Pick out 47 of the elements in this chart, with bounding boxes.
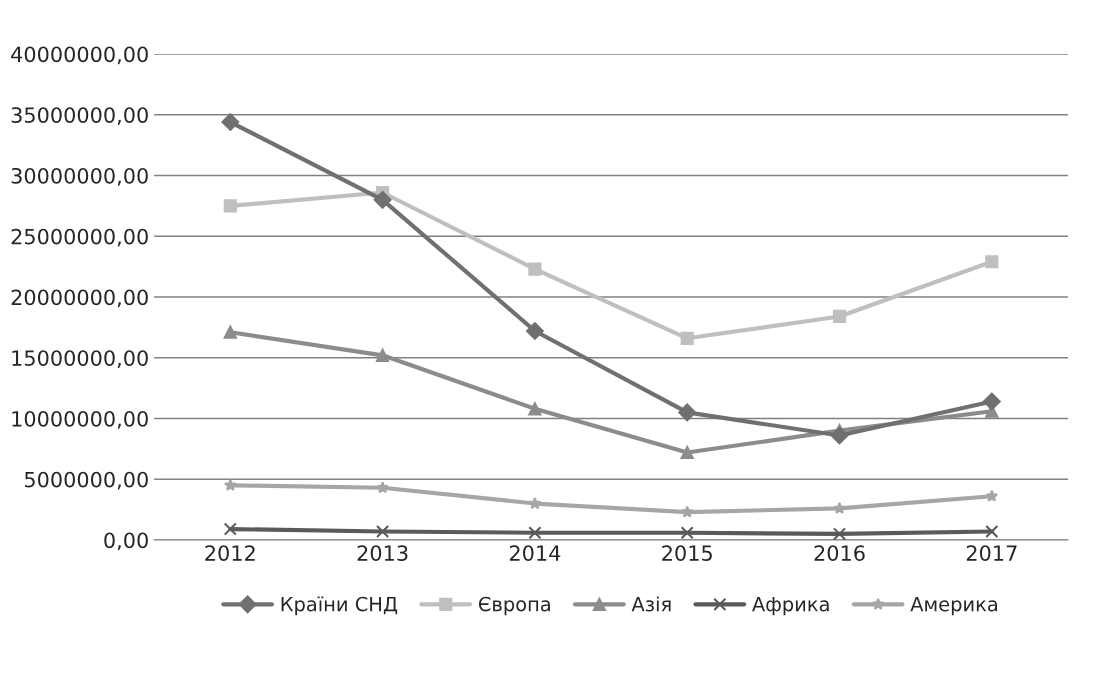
point xyxy=(528,402,542,416)
point xyxy=(832,309,847,324)
point xyxy=(528,262,542,276)
x-tick-label: 2017 xyxy=(966,545,1017,561)
x-tick-label: 2013 xyxy=(357,545,408,561)
y-tick-label: 25000000,00 xyxy=(11,228,148,247)
point xyxy=(528,496,542,510)
y-tick-label: 15000000,00 xyxy=(12,350,148,369)
point xyxy=(376,524,390,539)
point xyxy=(680,526,694,540)
legend-label: Азія xyxy=(631,596,671,612)
point xyxy=(678,403,697,422)
point xyxy=(528,526,542,540)
y-tick-label: 30000000,00 xyxy=(11,167,148,186)
y-tick-label: 0,00 xyxy=(104,532,148,551)
y-tick-label: 5000000,00 xyxy=(24,471,148,490)
point xyxy=(982,392,1001,411)
point xyxy=(223,199,237,213)
point xyxy=(376,348,390,362)
point xyxy=(223,522,237,536)
point xyxy=(376,481,389,494)
x-tick-label: 2014 xyxy=(509,545,561,561)
x-tick-label: 2016 xyxy=(814,545,865,561)
point xyxy=(832,527,847,540)
legend-label: Америка xyxy=(910,596,998,616)
point xyxy=(985,524,999,539)
point xyxy=(985,489,999,502)
point xyxy=(830,426,849,445)
point xyxy=(680,505,694,518)
point xyxy=(833,501,846,514)
x-tick-label: 2012 xyxy=(205,545,255,561)
y-tick-label: 10000000,00 xyxy=(12,410,148,429)
point xyxy=(680,331,694,345)
y-tick-label: 35000000,00 xyxy=(11,107,148,126)
x-tick-label: 2015 xyxy=(662,545,712,561)
point xyxy=(223,478,237,491)
y-tick-label: 40000000,00 xyxy=(11,46,148,65)
legend-label: Африка xyxy=(752,596,829,616)
point xyxy=(526,322,544,340)
point xyxy=(373,190,392,209)
y-tick-label: 20000000,00 xyxy=(11,289,148,308)
legend-label: Країни СНД xyxy=(281,596,398,616)
point xyxy=(680,445,694,460)
point xyxy=(223,325,237,339)
legend-label: Європа xyxy=(478,596,550,616)
point xyxy=(985,255,999,269)
point xyxy=(221,113,240,131)
